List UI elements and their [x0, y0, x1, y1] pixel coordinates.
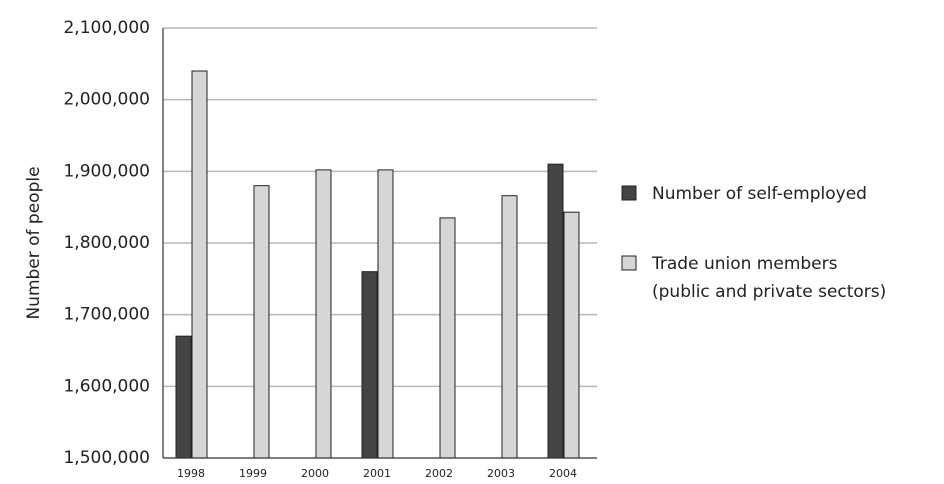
x-tick-label: 2004 — [549, 467, 577, 480]
x-tick-label: 2003 — [487, 467, 515, 480]
legend: Number of self-employed Trade union memb… — [621, 184, 886, 302]
y-tick-label: 2,100,000 — [63, 18, 150, 38]
y-tick-label: 1,800,000 — [63, 233, 150, 253]
legend-label-trade-union-line1: Trade union members — [651, 254, 838, 274]
y-tick-label: 1,900,000 — [63, 161, 150, 181]
legend-swatch-trade-union — [621, 255, 637, 271]
bar-self-employed-1998 — [175, 335, 192, 459]
bar-trade-union-2004 — [563, 211, 580, 459]
bar-self-employed-2001 — [361, 271, 378, 459]
bars — [175, 70, 580, 459]
x-tick-label: 2002 — [425, 467, 453, 480]
legend-label-self-employed: Number of self-employed — [652, 184, 867, 204]
y-tick-label: 1,700,000 — [63, 305, 150, 325]
y-tick-label: 2,000,000 — [63, 90, 150, 110]
x-tick-label: 2000 — [301, 467, 329, 480]
bar-trade-union-2002 — [439, 217, 456, 459]
x-tick-label: 2001 — [363, 467, 391, 480]
bar-trade-union-2003 — [501, 195, 518, 459]
x-tick-label: 1999 — [239, 467, 267, 480]
legend-label-trade-union-line2: (public and private sectors) — [652, 282, 886, 302]
bar-trade-union-1998 — [191, 70, 208, 459]
axes — [162, 28, 597, 459]
x-tick-labels: 1998 1999 2000 2001 2002 2003 2004 — [177, 467, 577, 480]
legend-swatch-self-employed — [621, 185, 637, 201]
bar-trade-union-1999 — [253, 185, 270, 459]
y-tick-label: 1,600,000 — [63, 376, 150, 396]
bar-trade-union-2001 — [377, 169, 394, 459]
x-tick-label: 1998 — [177, 467, 205, 480]
bar-self-employed-2004 — [547, 163, 564, 459]
y-tick-labels: 1,500,000 1,600,000 1,700,000 1,800,000 1,90… — [63, 18, 150, 468]
y-tick-label: 1,500,000 — [63, 448, 150, 468]
y-axis-title: Number of people — [24, 166, 44, 319]
bar-trade-union-2000 — [315, 169, 332, 459]
